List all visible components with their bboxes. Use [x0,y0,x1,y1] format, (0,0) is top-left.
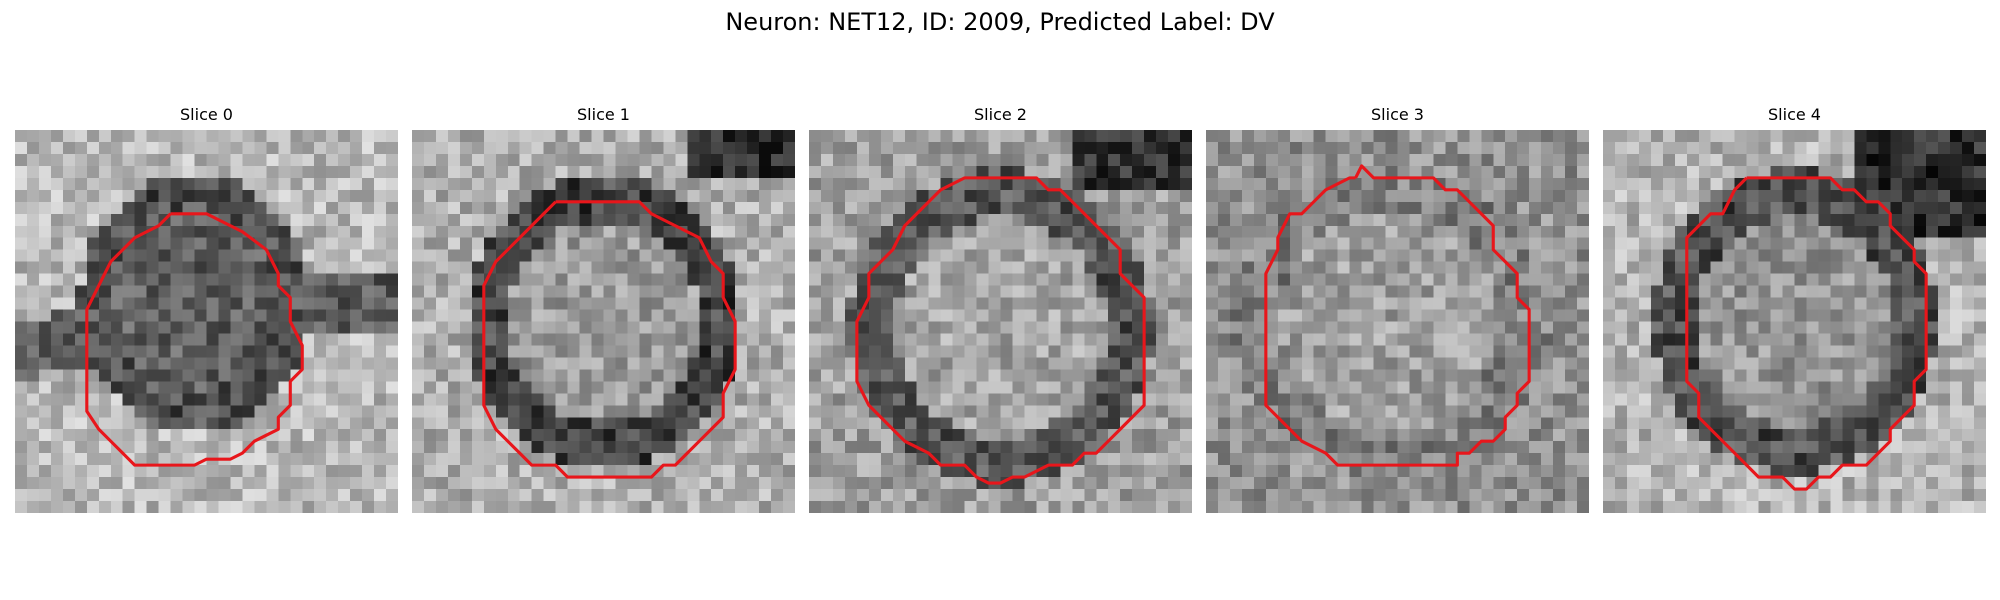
mask-contour-4 [1685,176,1928,491]
slice-title-0: Slice 0 [180,105,233,124]
slice-panel-4: Slice 4 [1603,104,1986,513]
mask-contour-2 [855,176,1146,485]
slice-panel-1: Slice 1 [412,104,795,513]
slice-title-3: Slice 3 [1371,105,1424,124]
figure-title: Neuron: NET12, ID: 2009, Predicted Label… [725,8,1275,36]
slice-image-2 [809,130,1192,513]
slice-title-1: Slice 1 [577,105,630,124]
mask-contour-0 [85,212,304,467]
slice-panel-2: Slice 2 [809,104,1192,513]
slice-panel-3: Slice 3 [1206,104,1589,513]
slice-image-3 [1206,130,1589,513]
slice-title-4: Slice 4 [1768,105,1821,124]
mask-contour-1 [482,200,737,479]
slice-image-4 [1603,130,1986,513]
slice-image-0 [15,130,398,513]
slice-title-2: Slice 2 [974,105,1027,124]
slice-panel-0: Slice 0 [15,104,398,513]
slice-image-1 [412,130,795,513]
mask-contour-3 [1264,164,1531,467]
